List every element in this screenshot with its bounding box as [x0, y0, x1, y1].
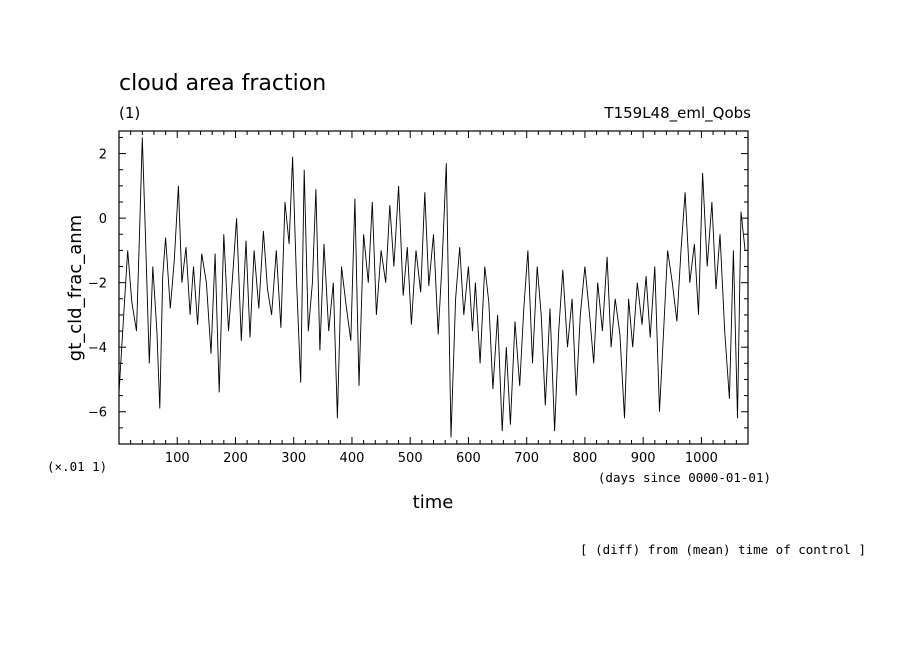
y-tick-label: −4 — [88, 341, 107, 356]
x-tick-label: 700 — [514, 451, 539, 466]
x-tick-label: 1000 — [685, 451, 718, 466]
x-axis-ticks: 100 200 300 400 500 600 700 800 900 1000 — [130, 131, 737, 466]
x-axis-label: time — [413, 492, 454, 513]
x-tick-label: 100 — [165, 451, 190, 466]
x-tick-label: 800 — [573, 451, 598, 466]
y-tick-label: 2 — [99, 148, 107, 163]
x-tick-label: 600 — [456, 451, 481, 466]
x-units-label: (days since 0000-01-01) — [598, 470, 771, 485]
units-label: (1) — [119, 104, 140, 122]
y-scale-note: (×.01 1) — [47, 459, 107, 474]
x-tick-label: 300 — [281, 451, 306, 466]
series-line — [118, 137, 746, 438]
x-tick-label: 400 — [340, 451, 365, 466]
x-tick-label: 200 — [223, 451, 248, 466]
chart-title: cloud area fraction — [119, 71, 326, 96]
y-tick-label: 0 — [99, 212, 107, 227]
x-tick-label: 500 — [398, 451, 423, 466]
y-tick-label: −2 — [88, 277, 107, 292]
y-tick-label: −6 — [88, 406, 107, 421]
footnote: [ (diff) from (mean) time of control ] — [580, 542, 866, 557]
y-axis-label: gt_cld_frac_anm — [65, 215, 86, 361]
experiment-label: T159L48_eml_Qobs — [603, 104, 751, 123]
y-axis-ticks: −6 −4 −2 0 2 — [88, 136, 748, 445]
x-tick-label: 900 — [631, 451, 656, 466]
